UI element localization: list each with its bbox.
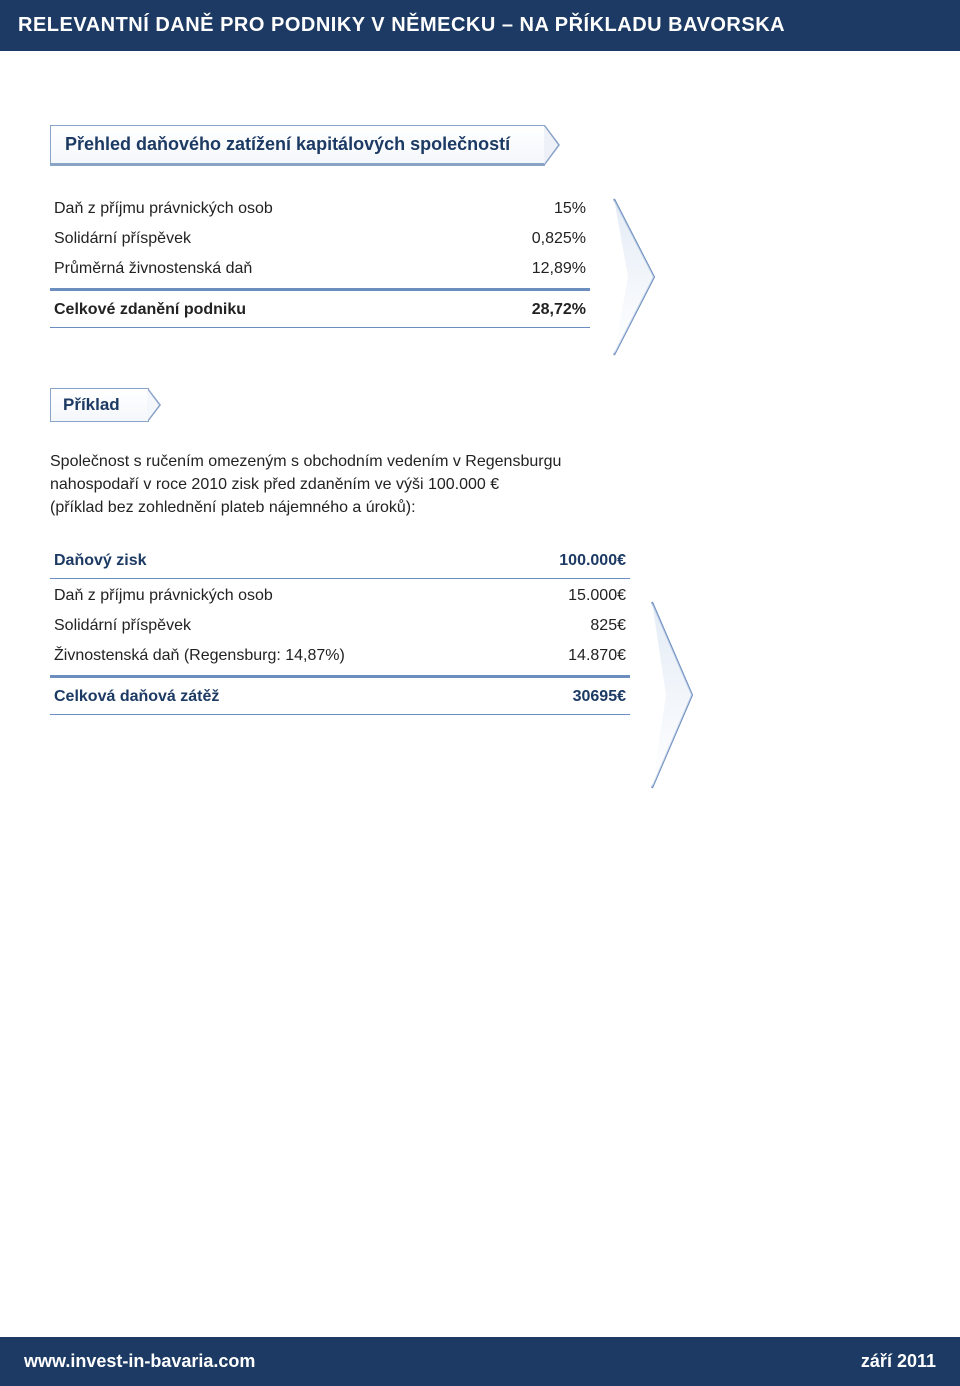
table-row: Solidární příspěvek 825€: [50, 611, 630, 641]
table-total-row: Celková daňová zátěž 30695€: [50, 682, 630, 712]
tax-overview-table: Daň z příjmu právnických osob 15% Solidá…: [50, 194, 590, 328]
table-separator: [50, 327, 590, 328]
table-head-row: Daňový zisk 100.000€: [50, 546, 630, 576]
example-section: Příklad Společnost s ručením omezeným s …: [50, 388, 910, 715]
row-value: 100.000€: [559, 552, 626, 570]
row-value: 12,89%: [532, 260, 586, 278]
row-label: Daňový zisk: [54, 552, 146, 570]
row-label: Daň z příjmu právnických osob: [54, 587, 273, 605]
text-line: (příklad bez zohlednění plateb nájemného…: [50, 496, 700, 519]
row-value: 14.870€: [568, 647, 626, 665]
row-label: Solidární příspěvek: [54, 230, 191, 248]
table-separator: [50, 578, 630, 579]
example-description: Společnost s ručením omezeným s obchodní…: [50, 450, 700, 520]
table-separator: [50, 675, 630, 678]
footer-url: www.invest-in-bavaria.com: [24, 1351, 255, 1372]
row-value: 15%: [554, 200, 586, 218]
table-row: Živnostenská daň (Regensburg: 14,87%) 14…: [50, 641, 630, 671]
section-heading-label: Příklad: [63, 395, 120, 414]
section-heading-example: Příklad: [50, 388, 149, 422]
overview-section: Přehled daňového zatížení kapitálových s…: [50, 125, 910, 328]
row-value: 0,825%: [532, 230, 586, 248]
chevron-icon: [648, 600, 698, 790]
page-title: RELEVANTNÍ DANĚ PRO PODNIKY V NĚMECKU – …: [18, 14, 785, 36]
total-value: 30695€: [573, 688, 626, 706]
table-row: Daň z příjmu právnických osob 15.000€: [50, 581, 630, 611]
row-value: 825€: [590, 617, 626, 635]
table-separator: [50, 714, 630, 715]
page-header: RELEVANTNÍ DANĚ PRO PODNIKY V NĚMECKU – …: [0, 0, 960, 51]
chevron-icon: [610, 197, 660, 357]
section-heading-overview: Přehled daňového zatížení kapitálových s…: [50, 125, 545, 166]
section-heading-label: Přehled daňového zatížení kapitálových s…: [65, 134, 510, 154]
total-value: 28,72%: [532, 301, 586, 319]
page-footer: www.invest-in-bavaria.com září 2011: [0, 1337, 960, 1386]
row-label: Daň z příjmu právnických osob: [54, 200, 273, 218]
text-line: Společnost s ručením omezeným s obchodní…: [50, 450, 700, 473]
total-label: Celková daňová zátěž: [54, 688, 219, 706]
table-row: Průměrná živnostenská daň 12,89%: [50, 254, 590, 284]
total-label: Celkové zdanění podniku: [54, 301, 246, 319]
example-calc-table: Daňový zisk 100.000€ Daň z příjmu právni…: [50, 546, 630, 715]
table-row: Solidární příspěvek 0,825%: [50, 224, 590, 254]
row-label: Solidární příspěvek: [54, 617, 191, 635]
row-label: Průměrná živnostenská daň: [54, 260, 252, 278]
page-content: Přehled daňového zatížení kapitálových s…: [0, 51, 960, 715]
text-line: nahospodaří v roce 2010 zisk před zdaněn…: [50, 473, 700, 496]
row-label: Živnostenská daň (Regensburg: 14,87%): [54, 647, 345, 665]
table-row: Daň z příjmu právnických osob 15%: [50, 194, 590, 224]
footer-date: září 2011: [861, 1351, 936, 1372]
table-total-row: Celkové zdanění podniku 28,72%: [50, 295, 590, 325]
table-separator: [50, 288, 590, 291]
row-value: 15.000€: [568, 587, 626, 605]
